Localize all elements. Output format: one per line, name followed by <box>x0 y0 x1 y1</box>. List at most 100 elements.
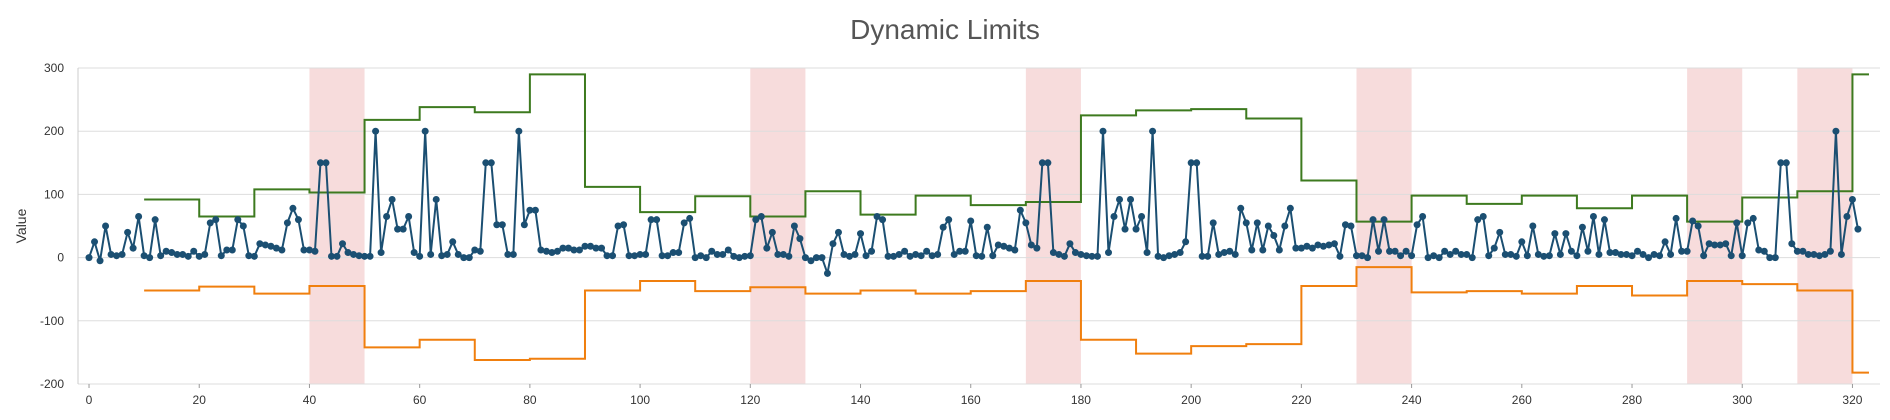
value-point <box>559 244 567 252</box>
lower-limit-line <box>144 266 1869 374</box>
value-point <box>1375 247 1383 255</box>
x-tick-label: 180 <box>1071 393 1091 407</box>
value-point <box>1220 249 1228 257</box>
value-point <box>482 159 490 167</box>
value-point <box>162 247 170 255</box>
value-point <box>1397 252 1405 260</box>
highlight-band <box>309 68 365 384</box>
value-point <box>735 254 743 262</box>
value-point <box>1705 240 1713 248</box>
value-point <box>1628 252 1636 260</box>
value-point <box>1341 221 1349 229</box>
value-point <box>1501 250 1509 258</box>
value-point <box>1264 222 1272 230</box>
highlight-band <box>1356 68 1412 384</box>
value-point <box>1281 222 1289 230</box>
value-point <box>840 250 848 258</box>
x-tick-label: 80 <box>523 393 537 407</box>
value-point <box>438 252 446 260</box>
value-point <box>906 252 914 260</box>
value-point <box>862 252 870 260</box>
value-point <box>614 222 622 230</box>
value-point <box>239 222 247 230</box>
value-point <box>1843 213 1851 221</box>
value-point <box>1512 252 1520 260</box>
value-point <box>1391 247 1399 255</box>
value-point <box>1005 244 1013 252</box>
x-tick-label: 320 <box>1842 393 1862 407</box>
x-tick-label: 240 <box>1402 393 1422 407</box>
value-point <box>1694 222 1702 230</box>
value-point <box>179 250 187 258</box>
value-point <box>768 228 776 236</box>
value-point <box>1562 230 1570 238</box>
value-point <box>355 252 363 260</box>
value-point <box>1105 249 1113 257</box>
value-point <box>1408 252 1416 260</box>
value-point <box>934 250 942 258</box>
value-point <box>1837 250 1845 258</box>
value-point <box>1518 238 1526 246</box>
value-point <box>1799 247 1807 255</box>
value-point <box>1755 246 1763 254</box>
value-point <box>476 247 484 255</box>
value-point <box>1204 252 1212 260</box>
value-point <box>1413 221 1421 229</box>
value-point <box>1727 252 1735 260</box>
value-point <box>1116 195 1124 203</box>
value-point <box>372 127 380 135</box>
value-point <box>217 252 225 260</box>
value-point <box>719 250 727 258</box>
value-point <box>1314 241 1322 249</box>
value-point <box>1121 225 1129 233</box>
value-point <box>1672 214 1680 222</box>
value-point <box>1650 250 1658 258</box>
value-point <box>1777 159 1785 167</box>
value-point <box>879 216 887 224</box>
value-point <box>1534 250 1542 258</box>
value-point <box>449 238 457 246</box>
value-point <box>901 247 909 255</box>
value-point <box>1490 244 1498 252</box>
value-point <box>1071 249 1079 257</box>
value-point <box>890 252 898 260</box>
value-point <box>1848 195 1856 203</box>
value-point <box>1292 244 1300 252</box>
value-point <box>1529 222 1537 230</box>
x-tick-label: 220 <box>1291 393 1311 407</box>
value-point <box>548 249 556 257</box>
value-point <box>1022 219 1030 227</box>
value-point <box>1556 250 1564 258</box>
value-point <box>625 252 633 260</box>
value-point <box>1441 247 1449 255</box>
value-point <box>316 159 324 167</box>
value-point <box>1237 204 1245 212</box>
value-point <box>1496 228 1504 236</box>
value-point <box>1689 217 1697 225</box>
value-point <box>327 252 335 260</box>
value-point <box>581 242 589 250</box>
value-point <box>1386 247 1394 255</box>
value-point <box>564 244 572 252</box>
value-point <box>1782 159 1790 167</box>
value-point <box>708 247 716 255</box>
value-point <box>609 252 617 260</box>
value-point <box>388 195 396 203</box>
value-point <box>923 247 931 255</box>
value-point <box>1088 252 1096 260</box>
value-point <box>691 254 699 262</box>
value-point <box>146 254 154 262</box>
value-point <box>223 246 231 254</box>
value-point <box>272 244 280 252</box>
value-point <box>1049 249 1057 257</box>
value-point <box>1606 249 1614 257</box>
value-point <box>339 240 347 248</box>
value-point <box>102 222 110 230</box>
value-point <box>471 246 479 254</box>
value-point <box>779 250 787 258</box>
value-point <box>416 252 424 260</box>
value-point <box>509 250 517 258</box>
value-point <box>741 252 749 260</box>
value-point <box>989 252 997 260</box>
